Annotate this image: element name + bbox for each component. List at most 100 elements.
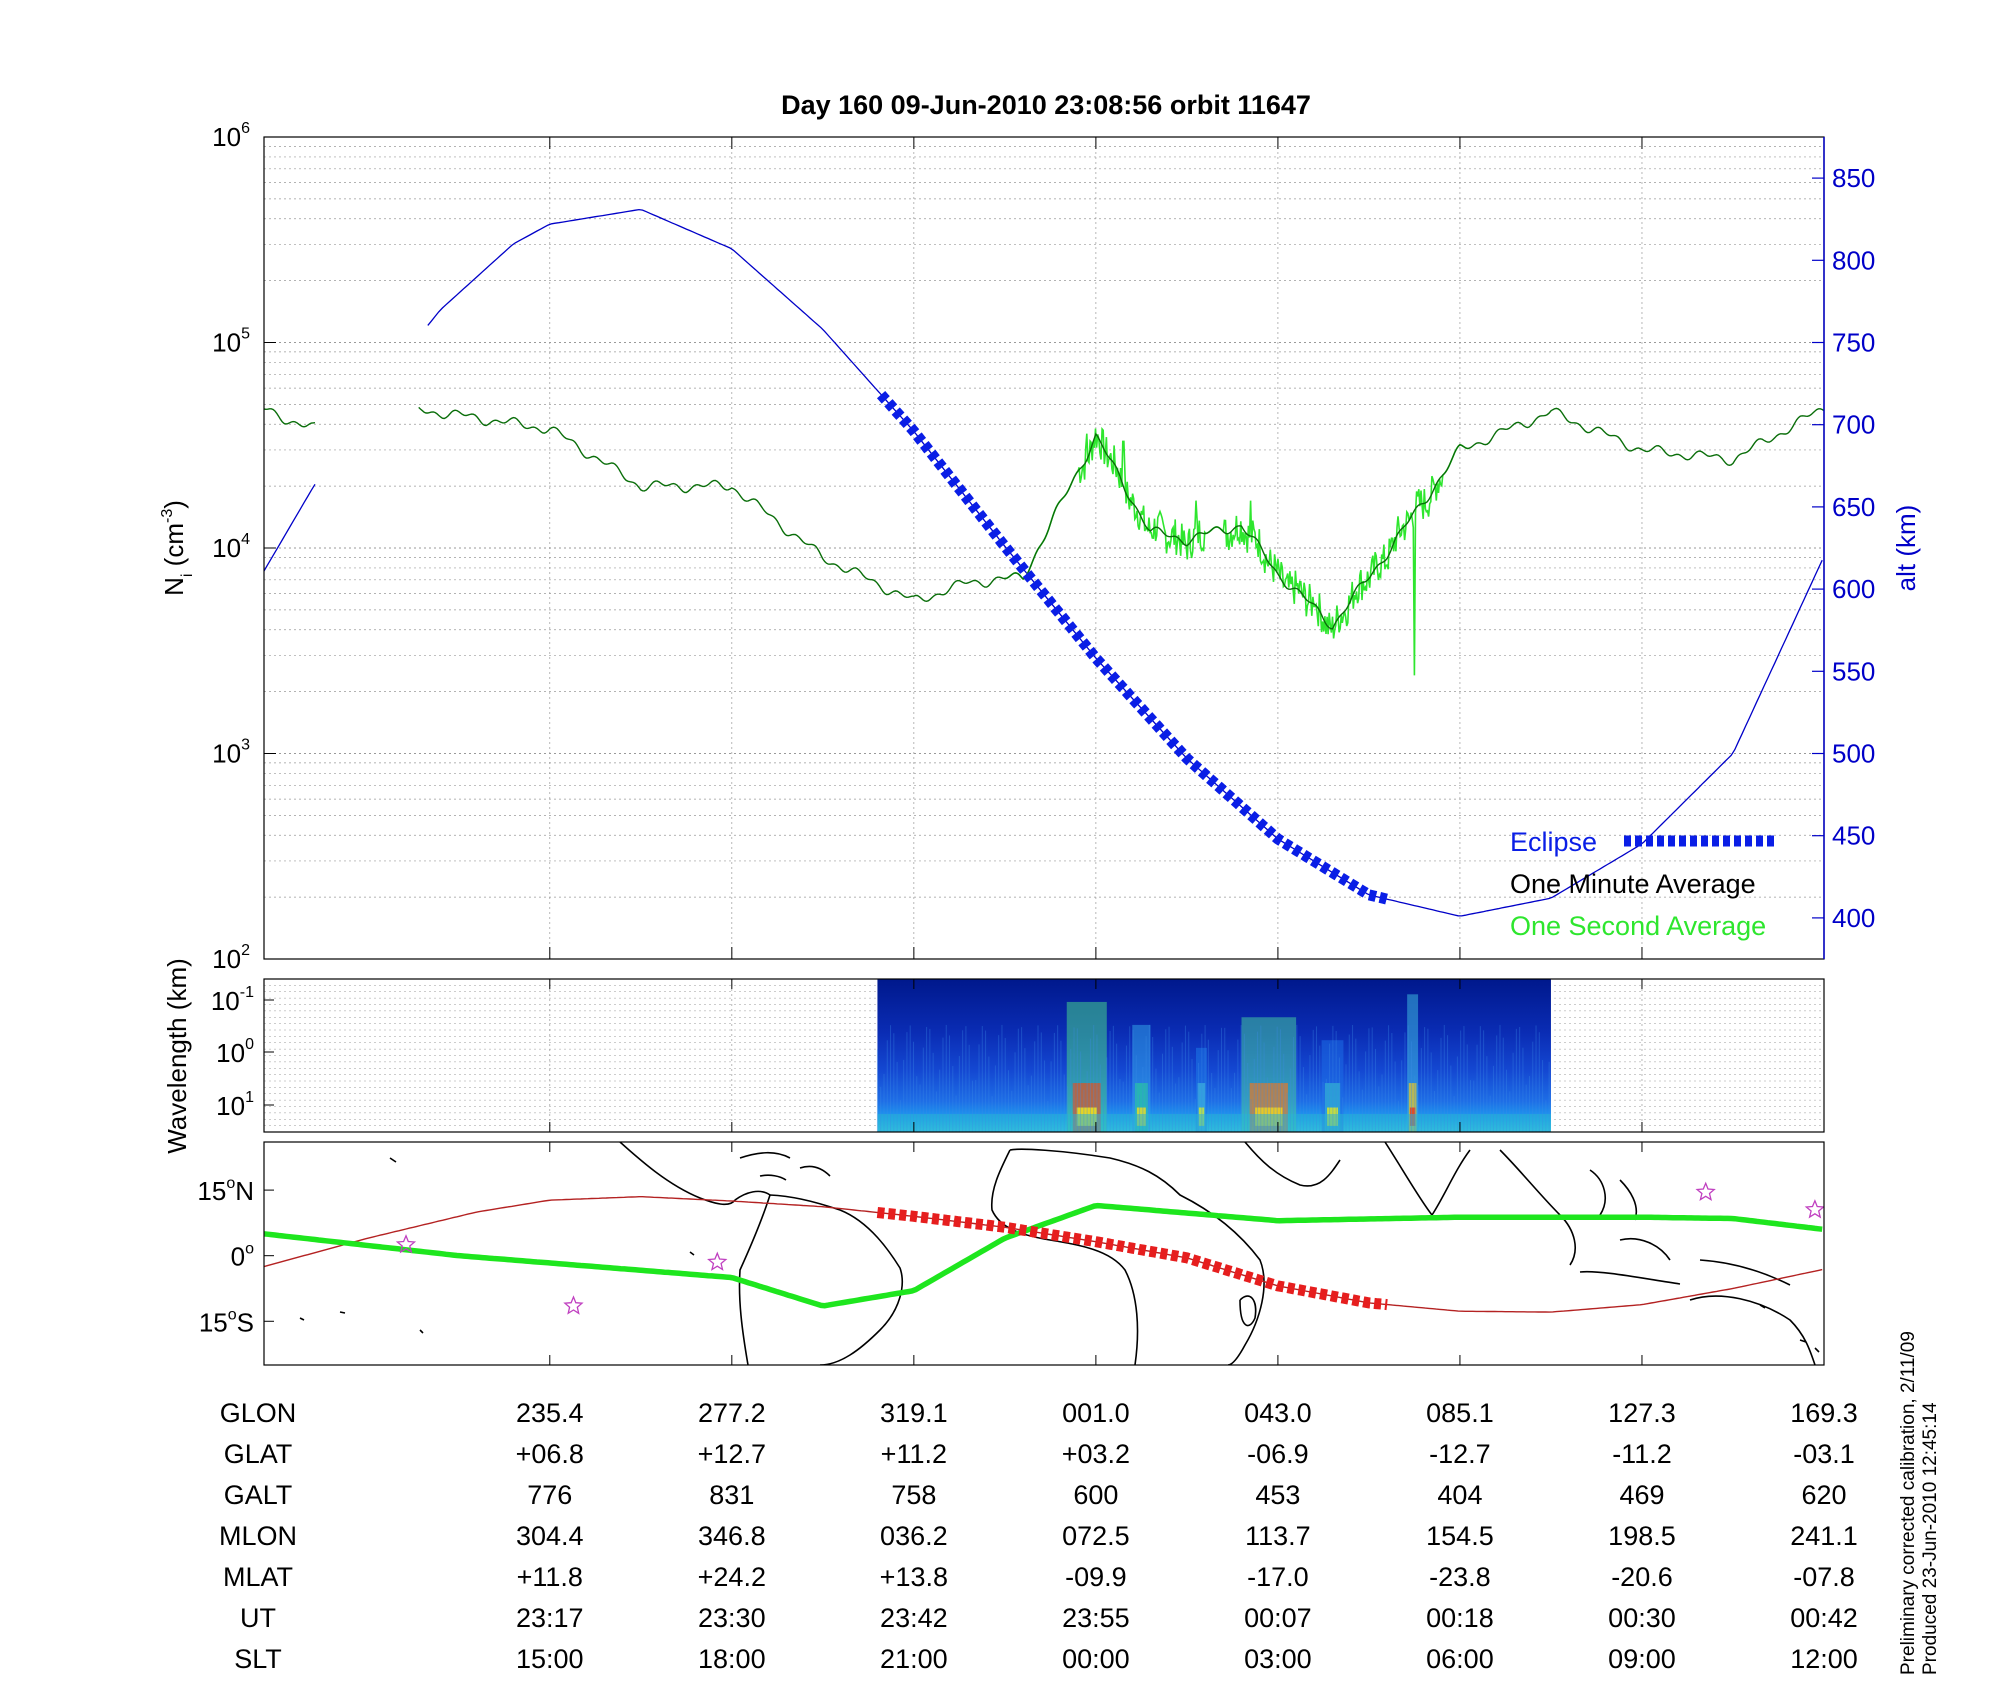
table-cell: 831	[709, 1480, 754, 1510]
altitude-tick-label: 450	[1832, 821, 1875, 851]
table-row-label: GALT	[224, 1480, 293, 1510]
table-cell: -11.2	[1612, 1439, 1672, 1469]
eclipse-segment	[876, 390, 1389, 905]
density-panel: 102 103 104 105 106 400 450 500 550 600 650 700 750…	[159, 120, 1921, 974]
table-cell: 00:07	[1244, 1603, 1312, 1633]
table-cell: 06:00	[1426, 1644, 1494, 1674]
table-cell: +06.8	[516, 1439, 584, 1469]
coastline-central-america	[734, 1190, 771, 1201]
wavelength-y-tick-label: 10-1	[211, 984, 254, 1016]
table-cell: 23:30	[698, 1603, 766, 1633]
altitude-tick-label: 550	[1832, 656, 1875, 686]
table-cell: 00:00	[1062, 1644, 1130, 1674]
table-cell: +12.7	[698, 1439, 766, 1469]
table-row-label: MLAT	[223, 1562, 293, 1592]
density-y-tick-labels: 102 103 104 105 106	[212, 120, 276, 974]
table-cell: 21:00	[880, 1644, 948, 1674]
table-cell: -23.8	[1429, 1562, 1491, 1592]
legend-one-second-label: One Second Average	[1510, 911, 1766, 941]
table-cell: 235.4	[516, 1398, 584, 1428]
table-cell: +24.2	[698, 1562, 766, 1592]
legend-one-minute-label: One Minute Average	[1510, 869, 1756, 899]
ephemeris-table: GLON 235.4 277.2 319.1 001.0 043.0 085.1 127.3 1…	[219, 1398, 1858, 1674]
table-cell: 00:30	[1608, 1603, 1676, 1633]
table-cell: 600	[1073, 1480, 1118, 1510]
table-cell: 758	[891, 1480, 936, 1510]
coastline-australia	[1689, 1295, 1816, 1365]
density-y-tick-label: 106	[212, 120, 250, 152]
map-y-tick-label: 0o	[231, 1241, 254, 1272]
wavelength-ticks	[549, 979, 1825, 1132]
chart-title: Day 160 09-Jun-2010 23:08:56 orbit 11647	[781, 90, 1311, 120]
table-cell: +03.2	[1062, 1439, 1130, 1469]
table-cell: +11.2	[881, 1439, 947, 1469]
altitude-line	[427, 208, 1823, 917]
table-cell: -09.9	[1065, 1562, 1127, 1592]
table-cell: 198.5	[1608, 1521, 1676, 1551]
table-cell: 085.1	[1426, 1398, 1494, 1428]
wavelength-frame	[263, 978, 1825, 1133]
table-cell: 776	[527, 1480, 572, 1510]
wavelength-y-label: Wavelength (km)	[162, 958, 192, 1154]
star-marker	[1695, 1181, 1716, 1201]
spectrogram-bottom-band	[877, 1114, 1551, 1132]
table-cell: 03:00	[1244, 1644, 1312, 1674]
table-cell: 404	[1437, 1480, 1482, 1510]
one-second-average-line	[1004, 426, 1470, 676]
density-y-tick-label: 102	[212, 942, 250, 974]
coastline-indonesia	[1579, 1238, 1791, 1286]
table-cell: 169.3	[1790, 1398, 1858, 1428]
footnote-line-2: Produced 23-Jun-2010 12:45:14	[1920, 1402, 1941, 1675]
table-cell: 18:00	[698, 1644, 766, 1674]
eclipse-track-segment	[876, 1207, 1388, 1311]
density-y-tick-label: 104	[212, 531, 250, 563]
altitude-tick-label: 850	[1832, 163, 1875, 193]
wavelength-y-tick-label: 100	[216, 1036, 254, 1068]
table-cell: 620	[1801, 1480, 1846, 1510]
table-row-label: SLT	[234, 1644, 282, 1674]
coastline-north-america	[619, 1142, 736, 1206]
table-cell: 277.2	[698, 1398, 766, 1428]
footnote-line-1: Preliminary corrected calibration, 2/11/…	[1898, 1331, 1919, 1675]
wavelength-tick-labels: 10-1 100 101	[211, 984, 274, 1121]
table-cell: +11.8	[517, 1562, 583, 1592]
coastline-caribbean	[739, 1151, 831, 1181]
altitude-tick-label: 650	[1832, 492, 1875, 522]
table-cell: +13.8	[880, 1562, 948, 1592]
table-cell: 00:18	[1426, 1603, 1494, 1633]
table-cell: -12.7	[1429, 1439, 1491, 1469]
coastline-islands	[299, 1157, 1820, 1353]
table-row-label: MLON	[219, 1521, 297, 1551]
star-marker	[707, 1251, 728, 1271]
legend-eclipse-label: Eclipse	[1510, 827, 1597, 857]
table-cell: -07.8	[1793, 1562, 1855, 1592]
one-minute-average-line-start	[264, 408, 316, 428]
coastline-madagascar	[1239, 1295, 1257, 1327]
table-cell: 304.4	[516, 1521, 584, 1551]
table-cell: -20.6	[1611, 1562, 1673, 1592]
map-y-tick-label: 15oN	[197, 1175, 254, 1206]
table-cell: 319.1	[880, 1398, 948, 1428]
table-row-label: GLON	[220, 1398, 297, 1428]
table-cell: -03.1	[1793, 1439, 1855, 1469]
star-marker	[563, 1295, 584, 1315]
star-marker	[1804, 1199, 1824, 1219]
table-cell: 127.3	[1608, 1398, 1676, 1428]
table-cell: 113.7	[1245, 1521, 1311, 1551]
altitude-tick-label: 500	[1832, 739, 1875, 769]
table-cell: -06.9	[1247, 1439, 1309, 1469]
map-y-tick-label: 15oS	[199, 1306, 254, 1337]
table-cell: 09:00	[1608, 1644, 1676, 1674]
table-cell: 23:42	[880, 1603, 948, 1633]
table-cell: 241.1	[1790, 1521, 1858, 1551]
altitude-line-start	[264, 483, 316, 572]
one-minute-average-line	[418, 406, 1824, 630]
map-ticks	[549, 1142, 1825, 1365]
table-cell: -17.0	[1247, 1562, 1309, 1592]
spectrogram-bursts	[876, 994, 1551, 1132]
altitude-tick-label: 600	[1832, 574, 1875, 604]
table-cell: 001.0	[1062, 1398, 1130, 1428]
table-cell: 072.5	[1062, 1521, 1130, 1551]
altitude-tick-label: 400	[1832, 903, 1875, 933]
